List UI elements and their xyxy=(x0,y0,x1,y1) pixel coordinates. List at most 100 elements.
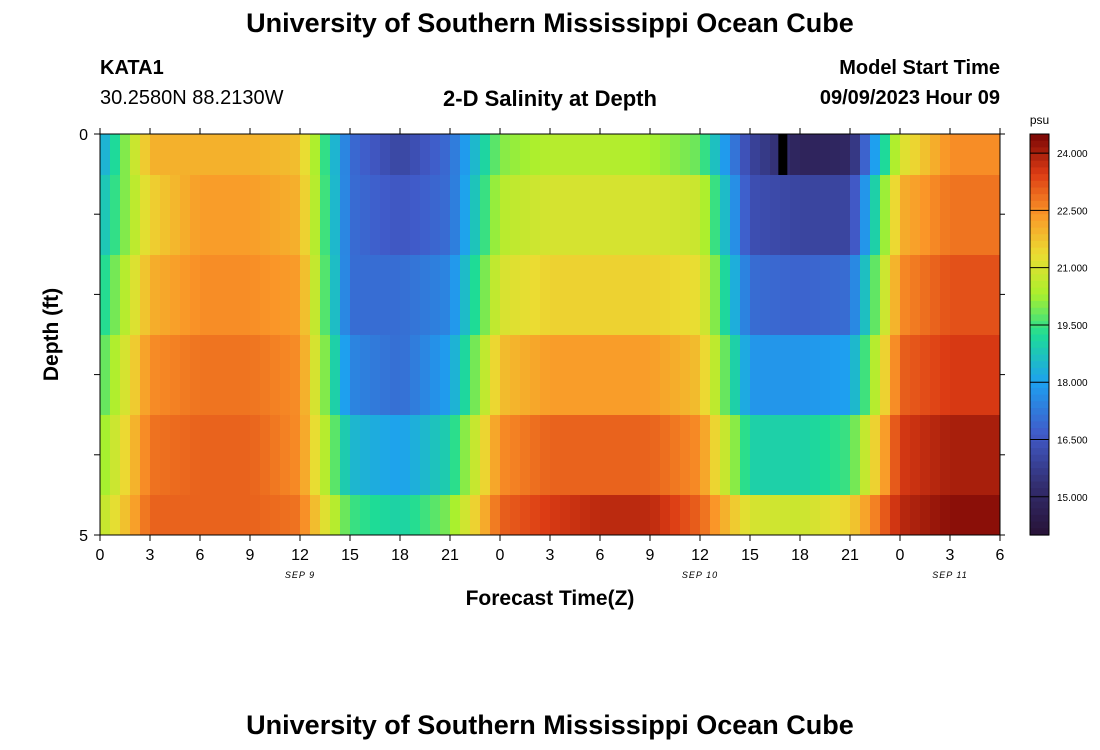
model-start-label: Model Start Time xyxy=(839,57,1000,79)
heatmap-cell xyxy=(960,175,971,255)
heatmap-cell xyxy=(900,134,911,175)
heatmap-cell xyxy=(410,495,421,535)
heatmap-cell xyxy=(380,415,391,495)
heatmap-cell xyxy=(470,335,481,415)
x-tick-label: 12 xyxy=(291,547,309,564)
heatmap-cell xyxy=(580,255,591,335)
colorbar-segment xyxy=(1030,408,1049,416)
heatmap-cell xyxy=(510,335,521,415)
heatmap-cell xyxy=(710,255,721,335)
heatmap-cell xyxy=(790,134,801,175)
heatmap-cell xyxy=(940,495,951,535)
heatmap-cell xyxy=(860,175,871,255)
heatmap-cell xyxy=(350,415,361,495)
heatmap-cell xyxy=(400,335,411,415)
heatmap-cell xyxy=(380,335,391,415)
heatmap-cell xyxy=(610,134,621,175)
heatmap-cell xyxy=(160,495,171,535)
heatmap-cell xyxy=(990,415,1001,495)
heatmap-cell xyxy=(960,134,971,175)
heatmap-cell xyxy=(170,134,181,175)
heatmap-cell xyxy=(630,255,641,335)
heatmap-cell xyxy=(780,255,791,335)
heatmap-cell xyxy=(370,255,381,335)
colorbar-segment xyxy=(1030,488,1049,496)
heatmap-cell xyxy=(610,255,621,335)
heatmap-cell xyxy=(360,134,371,175)
heatmap-cell xyxy=(260,495,271,535)
heatmap-cell xyxy=(210,415,221,495)
heatmap-cell xyxy=(220,415,231,495)
heatmap-cell xyxy=(160,134,171,175)
colorbar-segment xyxy=(1030,481,1049,489)
heatmap-cell xyxy=(340,134,351,175)
heatmap-cell xyxy=(790,495,801,535)
heatmap-cell xyxy=(230,335,241,415)
heatmap-cell xyxy=(850,415,861,495)
heatmap-cell xyxy=(560,134,571,175)
heatmap-cell xyxy=(220,335,231,415)
colorbar-segment xyxy=(1030,401,1049,409)
heatmap-cell xyxy=(670,335,681,415)
heatmap-cell xyxy=(770,175,781,255)
colorbar-segment xyxy=(1030,374,1049,382)
heatmap-cell xyxy=(430,495,441,535)
heatmap-cell xyxy=(590,134,601,175)
x-axis-label: Forecast Time(Z) xyxy=(466,587,635,610)
heatmap-cell xyxy=(690,175,701,255)
heatmap-cell xyxy=(970,495,981,535)
heatmap-cell xyxy=(470,255,481,335)
heatmap-cell xyxy=(190,415,201,495)
heatmap-cell xyxy=(920,255,931,335)
heatmap-cell xyxy=(930,415,941,495)
heatmap-cell xyxy=(260,175,271,255)
colorbar-segment xyxy=(1030,334,1049,342)
heatmap-cell xyxy=(830,255,841,335)
heatmap-cell xyxy=(910,335,921,415)
heatmap-cell xyxy=(350,175,361,255)
heatmap-cell xyxy=(150,335,161,415)
colorbar-segment xyxy=(1030,247,1049,255)
colorbar-segment xyxy=(1030,454,1049,463)
heatmap-cell xyxy=(450,255,461,335)
heatmap-cell xyxy=(760,495,771,535)
heatmap-cell xyxy=(970,175,981,255)
x-tick-label: 6 xyxy=(596,547,605,564)
heatmap-cell xyxy=(160,415,171,495)
heatmap-cell xyxy=(420,134,431,175)
heatmap-cell xyxy=(850,134,861,175)
heatmap-cell xyxy=(570,134,581,175)
plot-title: 2-D Salinity at Depth xyxy=(443,86,657,111)
heatmap-cell xyxy=(260,134,271,175)
heatmap-cell xyxy=(800,255,811,335)
x-tick-label: 9 xyxy=(246,547,255,564)
heatmap-cell xyxy=(720,335,731,415)
heatmap-cell xyxy=(310,335,321,415)
heatmap-cell xyxy=(250,255,261,335)
y-tick-label: 5 xyxy=(79,528,88,545)
heatmap-cell xyxy=(930,175,941,255)
heatmap-cell xyxy=(990,495,1001,535)
heatmap-cell xyxy=(870,175,881,255)
heatmap-cell xyxy=(840,495,851,535)
y-axis-label: Depth (ft) xyxy=(40,288,63,381)
colorbar-tick-label: 16.500 xyxy=(1057,436,1088,447)
heatmap-cell xyxy=(570,335,581,415)
heatmap-cell xyxy=(700,495,711,535)
heatmap-cell xyxy=(830,134,841,175)
heatmap-cell xyxy=(880,134,891,175)
heatmap-cell xyxy=(820,255,831,335)
heatmap-cell xyxy=(260,335,271,415)
heatmap-cell xyxy=(560,495,571,535)
heatmap-cell xyxy=(380,175,391,255)
heatmap-cell xyxy=(170,175,181,255)
heatmap-cell xyxy=(310,495,321,535)
heatmap-cell xyxy=(260,415,271,495)
heatmap-cell xyxy=(530,495,541,535)
heatmap-cell xyxy=(760,134,771,175)
heatmap-cell xyxy=(820,415,831,495)
heatmap-cell xyxy=(240,415,251,495)
heatmap-cell xyxy=(290,495,301,535)
heatmap-cell xyxy=(100,495,111,535)
heatmap-cell xyxy=(410,335,421,415)
